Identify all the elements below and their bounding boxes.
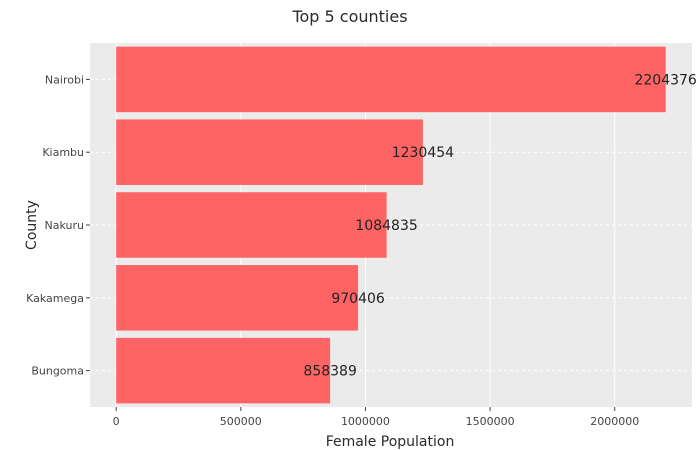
y-axis-title: County <box>24 200 40 250</box>
y-tick-label: Kakamega <box>26 292 84 305</box>
bar-nairobi <box>116 46 666 113</box>
bars <box>116 46 666 404</box>
x-tick-label: 1000000 <box>341 415 390 428</box>
bar-kiambu <box>116 119 423 185</box>
y-tick-label: Bungoma <box>31 365 84 378</box>
bar-kakamega <box>116 265 359 331</box>
x-axis-ticks: 0 500000 1000000 1500000 2000000 <box>113 407 639 428</box>
data-labels: 2204376 1230454 1084835 970406 858389 <box>303 72 697 379</box>
x-tick-label: 1500000 <box>466 415 515 428</box>
data-label-kakamega: 970406 <box>331 291 385 307</box>
y-tick-label: Nakuru <box>45 219 84 232</box>
bar-nakuru <box>116 192 387 258</box>
data-label-kiambu: 1230454 <box>392 145 454 161</box>
x-tick-label: 0 <box>113 415 120 428</box>
data-label-nakuru: 1084835 <box>355 218 417 234</box>
chart-title: Top 5 counties <box>291 7 407 26</box>
x-tick-label: 500000 <box>220 415 262 428</box>
y-tick-label: Kiambu <box>42 146 84 159</box>
y-axis-ticks: Nairobi Kiambu Nakuru Kakamega Bungoma <box>26 73 90 378</box>
data-label-nairobi: 2204376 <box>634 72 696 88</box>
bar-bungoma <box>116 337 331 404</box>
y-tick-label: Nairobi <box>45 73 84 86</box>
data-label-bungoma: 858389 <box>303 364 356 380</box>
x-tick-label: 2000000 <box>590 415 639 428</box>
x-axis-title: Female Population <box>326 434 455 450</box>
